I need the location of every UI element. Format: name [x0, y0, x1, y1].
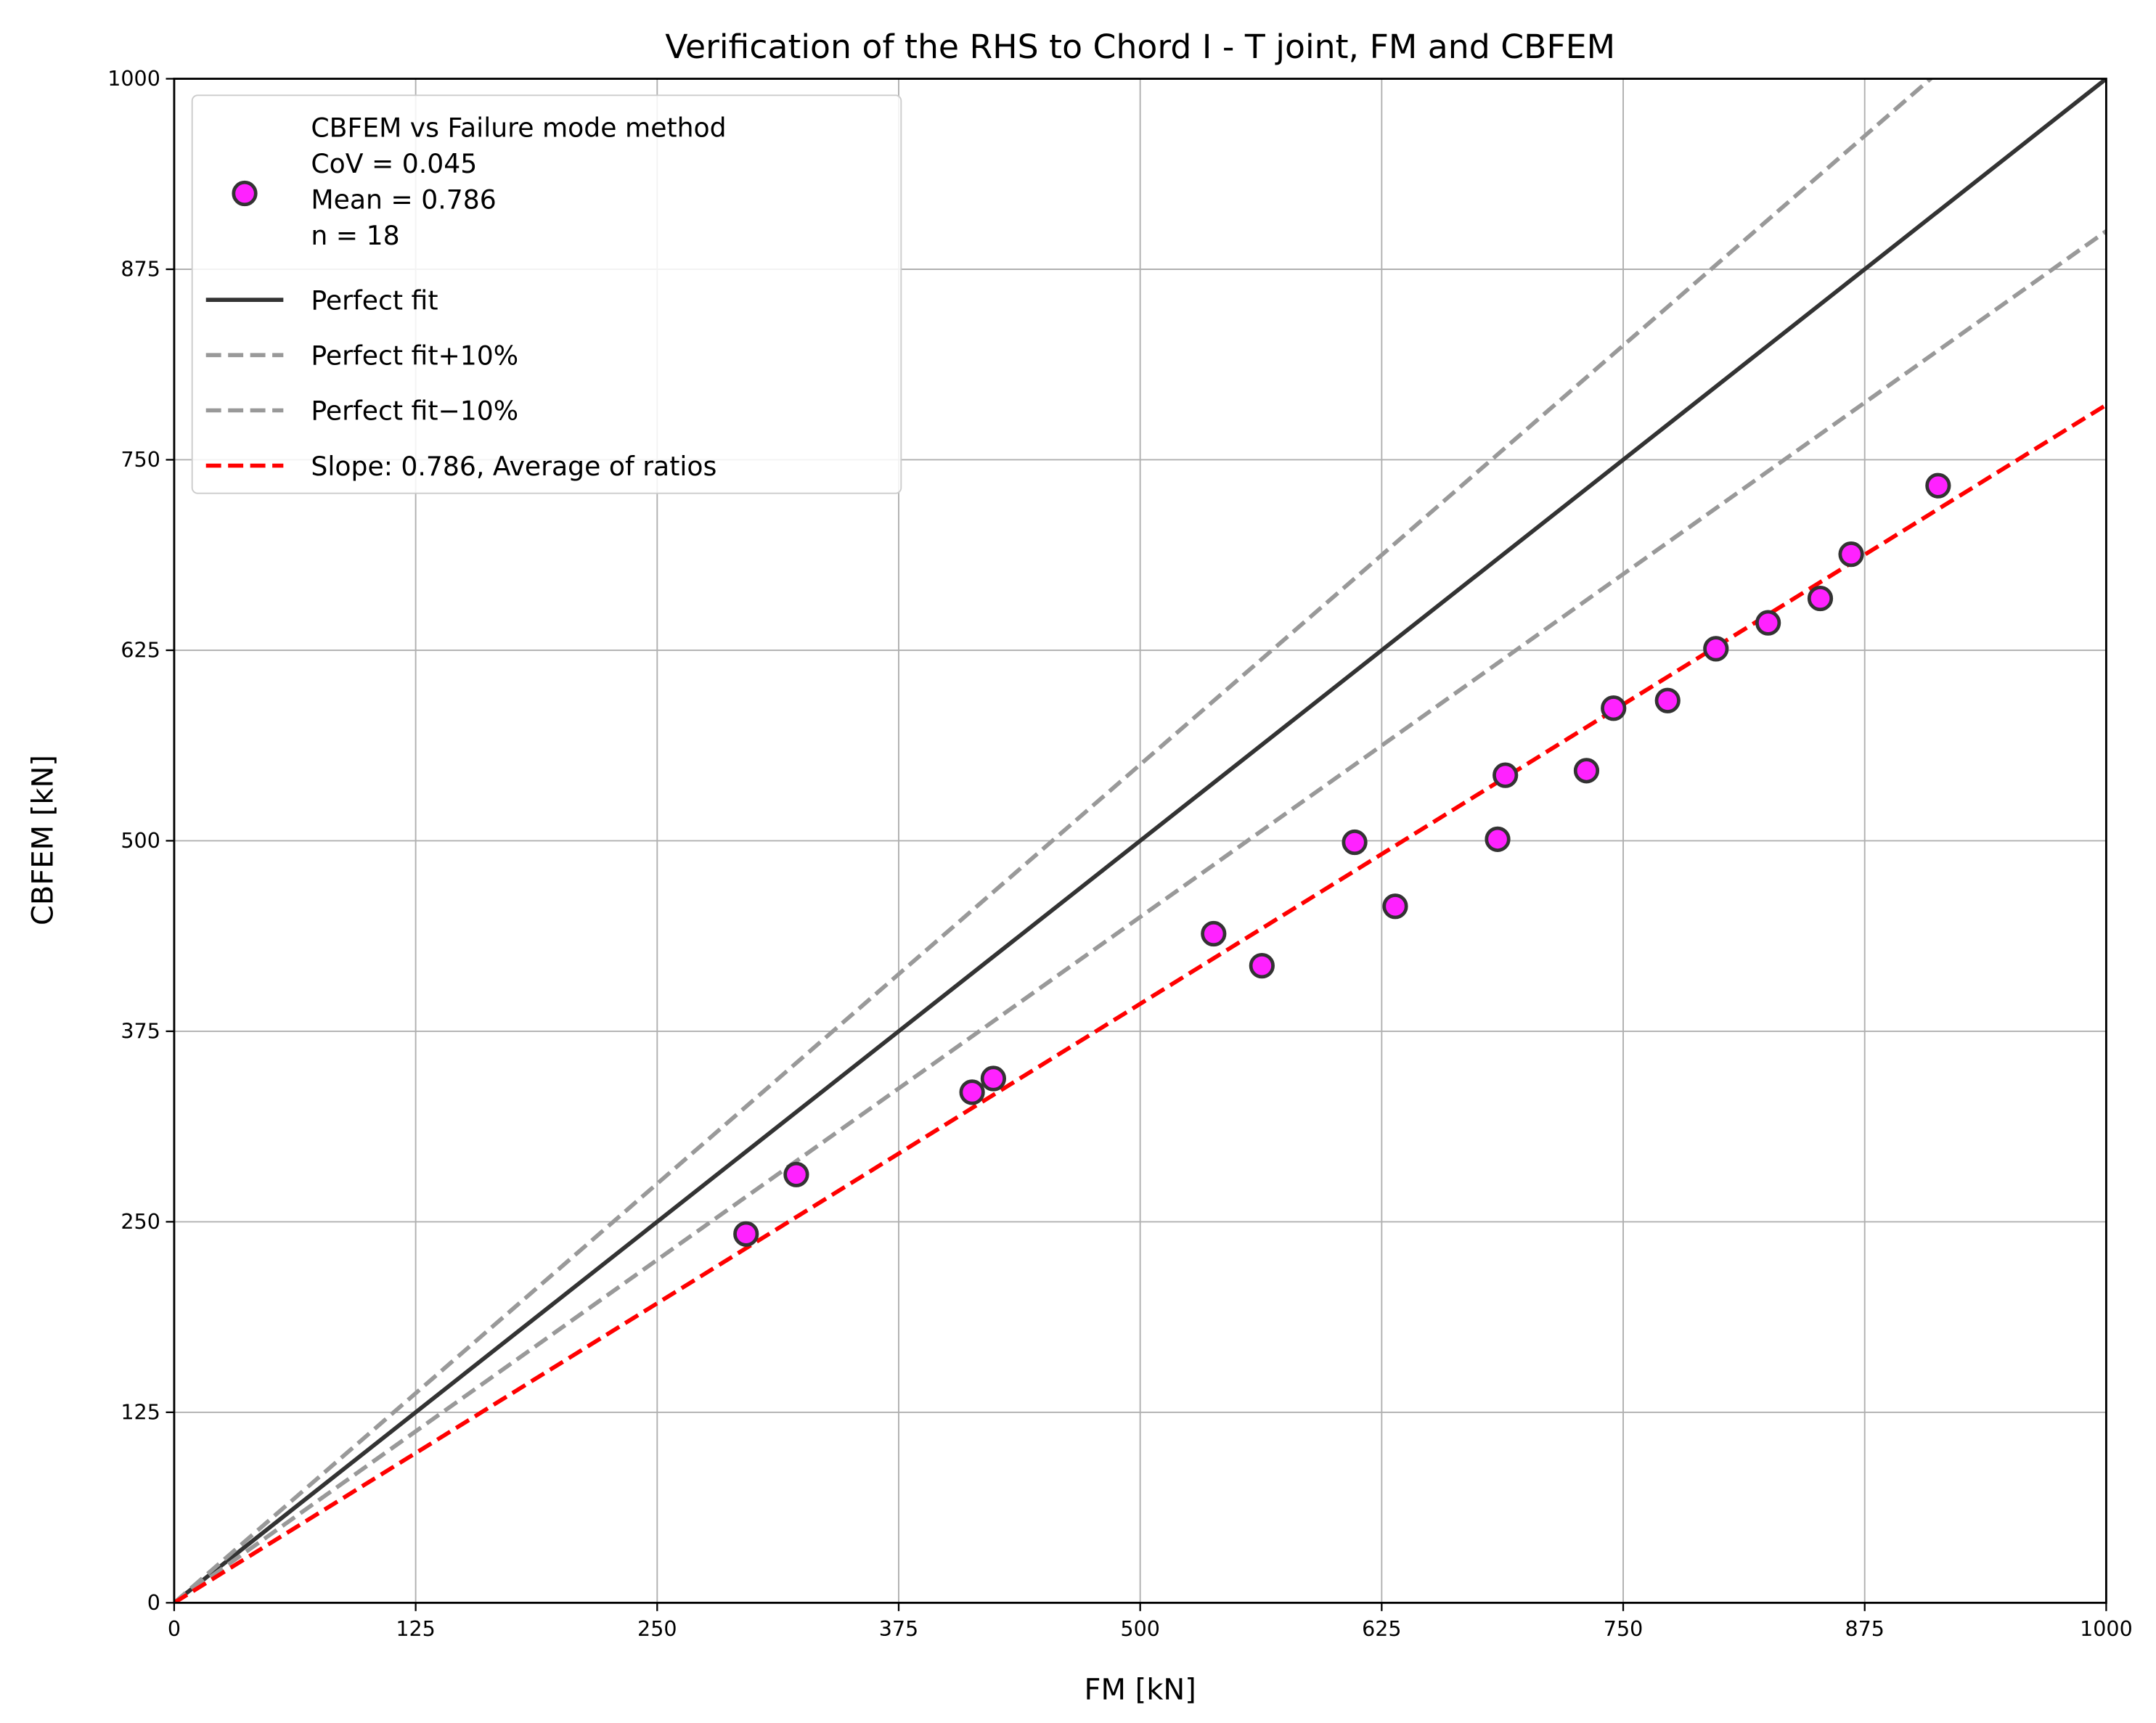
- y-tick-label: 250: [121, 1209, 160, 1234]
- y-tick-label: 125: [121, 1399, 160, 1424]
- x-axis-label: FM [kN]: [1084, 1674, 1196, 1707]
- x-tick-label: 500: [1120, 1616, 1160, 1641]
- data-point: [1382, 893, 1408, 920]
- x-tick-label: 750: [1604, 1616, 1643, 1641]
- legend-label-scatter: CBFEM vs Failure mode method: [311, 112, 726, 143]
- data-point: [1601, 695, 1627, 721]
- y-tick-label: 500: [121, 828, 160, 853]
- legend: CBFEM vs Failure mode method CoV = 0.045 M…: [191, 94, 902, 494]
- x-tick-label: 625: [1362, 1616, 1402, 1641]
- legend-label-scatter: CoV = 0.045: [311, 148, 477, 179]
- data-point: [1807, 585, 1834, 612]
- chart-title: Verification of the RHS to Chord I - T j…: [665, 28, 1615, 66]
- x-tick-label: 0: [168, 1616, 181, 1641]
- y-tick-label: 750: [121, 447, 160, 472]
- x-tick-label: 1000: [2080, 1616, 2133, 1641]
- x-tick-label: 875: [1845, 1616, 1885, 1641]
- y-tick-label: 875: [121, 257, 160, 282]
- data-point: [1703, 636, 1729, 662]
- y-tick-label: 375: [121, 1018, 160, 1043]
- fit-line: [173, 78, 1934, 1603]
- data-point: [733, 1221, 759, 1247]
- legend-label-line: Perfect fit−10%: [311, 396, 518, 427]
- data-point: [959, 1079, 985, 1105]
- data-point: [1342, 829, 1368, 856]
- data-point: [783, 1161, 809, 1187]
- data-point: [980, 1065, 1007, 1092]
- legend-label-scatter: n = 18: [311, 220, 399, 251]
- legend-label-line: Slope: 0.786, Average of ratios: [311, 451, 716, 482]
- fit-line: [173, 78, 2107, 1603]
- x-tick-label: 125: [396, 1616, 436, 1641]
- data-point: [1755, 610, 1781, 636]
- legend-marker-scatter: [232, 180, 258, 207]
- legend-label-scatter: Mean = 0.786: [311, 184, 496, 215]
- y-tick-label: 1000: [107, 66, 160, 91]
- data-point: [1493, 762, 1519, 788]
- legend-box: [191, 94, 902, 494]
- x-tick-label: 250: [637, 1616, 677, 1641]
- legend-label-line: Perfect fit+10%: [311, 340, 518, 372]
- y-tick-label: 0: [147, 1590, 160, 1615]
- x-tick-label: 375: [879, 1616, 919, 1641]
- data-point: [1249, 953, 1275, 979]
- data-point: [1201, 920, 1227, 947]
- fit-line: [173, 403, 2107, 1603]
- legend-label-line: Perfect fit: [311, 285, 438, 316]
- data-point: [1925, 472, 1951, 499]
- data-point: [1654, 687, 1681, 713]
- data-point: [1838, 541, 1864, 568]
- fit-line: [173, 229, 2107, 1603]
- data-point: [1485, 826, 1511, 852]
- y-axis-label: CBFEM [kN]: [26, 755, 60, 925]
- y-tick-label: 625: [121, 637, 160, 662]
- data-point: [1573, 758, 1600, 784]
